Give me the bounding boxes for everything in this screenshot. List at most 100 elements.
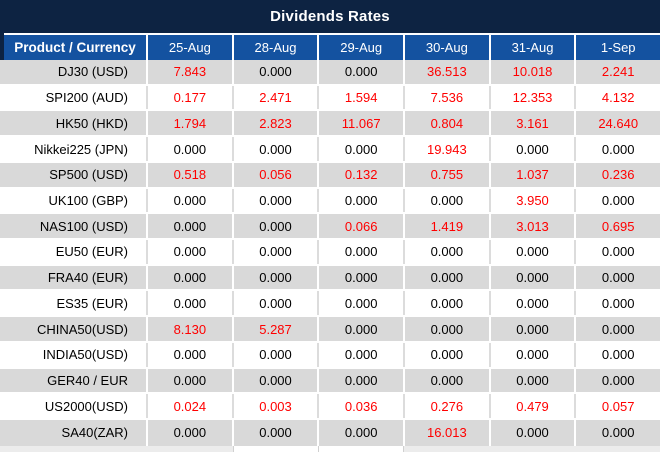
value-cell: 0.000 xyxy=(405,317,491,341)
value-cell: 0.000 xyxy=(405,291,491,316)
title-header-divider xyxy=(0,33,660,35)
value-cell: 0.000 xyxy=(148,420,234,446)
value-cell: 0.236 xyxy=(576,162,660,187)
value-cell: 0.000 xyxy=(233,265,320,290)
value-cell: 0.755 xyxy=(405,162,491,187)
product-label: ES35 (EUR) xyxy=(0,291,148,316)
product-label: GER40 / EUR xyxy=(0,368,148,393)
date-column-header: 28-Aug xyxy=(233,35,320,60)
product-label: EU50 (EUR) xyxy=(0,240,148,264)
value-cell: 0.003 xyxy=(233,394,320,419)
value-cell: 36.513 xyxy=(405,60,491,84)
table-row: FRA40 (EUR) 0.000 0.000 0.000 0.000 0.000 0.00… xyxy=(0,265,660,292)
value-cell: 3.013 xyxy=(490,214,577,239)
value-cell: 0.177 xyxy=(148,85,234,110)
value-cell: 12.353 xyxy=(490,85,577,110)
value-cell: 0.000 xyxy=(490,317,577,341)
bottom-cutoff-strip xyxy=(0,445,660,452)
value-cell: 0.000 xyxy=(405,265,491,290)
product-label: NAS100 (USD) xyxy=(0,214,148,239)
value-cell: 0.066 xyxy=(319,214,406,239)
value-cell: 0.000 xyxy=(319,265,406,290)
value-cell: 0.000 xyxy=(233,342,320,367)
table-row: SA40(ZAR) 0.000 0.000 0.000 16.013 0.000 0.000 xyxy=(0,420,660,446)
value-cell: 0.000 xyxy=(319,342,406,367)
table-row: HK50 (HKD) 1.794 2.823 11.067 0.804 3.161 24.6… xyxy=(0,111,660,138)
value-cell: 19.943 xyxy=(405,137,491,161)
product-label: SP500 (USD) xyxy=(0,162,148,187)
cutoff-column-divider xyxy=(318,445,319,452)
value-cell: 0.132 xyxy=(319,162,406,187)
value-cell: 0.000 xyxy=(148,137,234,161)
value-cell: 0.000 xyxy=(576,291,660,316)
value-cell: 0.000 xyxy=(319,420,406,446)
value-cell: 0.036 xyxy=(319,394,406,419)
value-cell: 0.000 xyxy=(148,188,234,213)
date-column-header: 30-Aug xyxy=(405,35,491,60)
value-cell: 0.000 xyxy=(233,214,320,239)
table-row: SP500 (USD) 0.518 0.056 0.132 0.755 1.037 0.23… xyxy=(0,162,660,189)
value-cell: 0.000 xyxy=(405,368,491,393)
value-cell: 0.056 xyxy=(233,162,320,187)
value-cell: 0.000 xyxy=(148,342,234,367)
product-label: CHINA50(USD) xyxy=(0,317,148,341)
value-cell: 0.000 xyxy=(319,137,406,161)
value-cell: 1.794 xyxy=(148,111,234,136)
value-cell: 0.057 xyxy=(576,394,660,419)
value-cell: 0.276 xyxy=(405,394,491,419)
product-label: INDIA50(USD) xyxy=(0,342,148,367)
value-cell: 7.536 xyxy=(405,85,491,110)
value-cell: 1.037 xyxy=(490,162,577,187)
value-cell: 0.000 xyxy=(490,265,577,290)
value-cell: 0.000 xyxy=(319,368,406,393)
value-cell: 0.000 xyxy=(319,317,406,341)
table-row: CHINA50(USD) 8.130 5.287 0.000 0.000 0.000 0.0… xyxy=(0,317,660,343)
value-cell: 0.000 xyxy=(233,420,320,446)
value-cell: 1.419 xyxy=(405,214,491,239)
value-cell: 0.000 xyxy=(148,291,234,316)
value-cell: 0.000 xyxy=(319,240,406,264)
value-cell: 7.843 xyxy=(148,60,234,84)
value-cell: 0.000 xyxy=(233,240,320,264)
value-cell: 0.000 xyxy=(576,420,660,446)
table-title: Dividends Rates xyxy=(0,0,660,33)
value-cell: 0.479 xyxy=(490,394,577,419)
value-cell: 0.000 xyxy=(490,137,577,161)
date-column-header: 29-Aug xyxy=(319,35,406,60)
value-cell: 0.518 xyxy=(148,162,234,187)
value-cell: 0.000 xyxy=(148,368,234,393)
value-cell: 0.000 xyxy=(576,317,660,341)
value-cell: 0.000 xyxy=(233,368,320,393)
table-row: EU50 (EUR) 0.000 0.000 0.000 0.000 0.000 0.000 xyxy=(0,240,660,266)
product-label: Nikkei225 (JPN) xyxy=(0,137,148,161)
value-cell: 0.000 xyxy=(490,291,577,316)
value-cell: 0.000 xyxy=(405,240,491,264)
table-row: Nikkei225 (JPN) 0.000 0.000 0.000 19.943 0.00… xyxy=(0,137,660,163)
value-cell: 0.000 xyxy=(233,188,320,213)
value-cell: 10.018 xyxy=(490,60,577,84)
value-cell: 0.000 xyxy=(319,60,406,84)
table-row: US2000(USD) 0.024 0.003 0.036 0.276 0.479 0.05… xyxy=(0,394,660,421)
value-cell: 3.950 xyxy=(490,188,577,213)
value-cell: 0.000 xyxy=(576,342,660,367)
value-cell: 0.000 xyxy=(148,240,234,264)
value-cell: 0.000 xyxy=(405,342,491,367)
product-label: SA40(ZAR) xyxy=(0,420,148,446)
value-cell: 0.000 xyxy=(405,188,491,213)
value-cell: 0.000 xyxy=(319,188,406,213)
value-cell: 24.640 xyxy=(576,111,660,136)
product-label: SPI200 (AUD) xyxy=(0,85,148,110)
product-label: FRA40 (EUR) xyxy=(0,265,148,290)
date-column-header: 31-Aug xyxy=(490,35,577,60)
value-cell: 2.471 xyxy=(233,85,320,110)
value-cell: 16.013 xyxy=(405,420,491,446)
value-cell: 0.000 xyxy=(576,368,660,393)
value-cell: 0.000 xyxy=(490,342,577,367)
product-label: UK100 (GBP) xyxy=(0,188,148,213)
value-cell: 0.000 xyxy=(490,368,577,393)
value-cell: 0.000 xyxy=(576,265,660,290)
value-cell: 0.000 xyxy=(233,291,320,316)
column-header-row: Product / Currency 25-Aug 28-Aug 29-Aug 30-A… xyxy=(0,35,660,60)
value-cell: 0.000 xyxy=(319,291,406,316)
product-label: DJ30 (USD) xyxy=(0,60,148,84)
